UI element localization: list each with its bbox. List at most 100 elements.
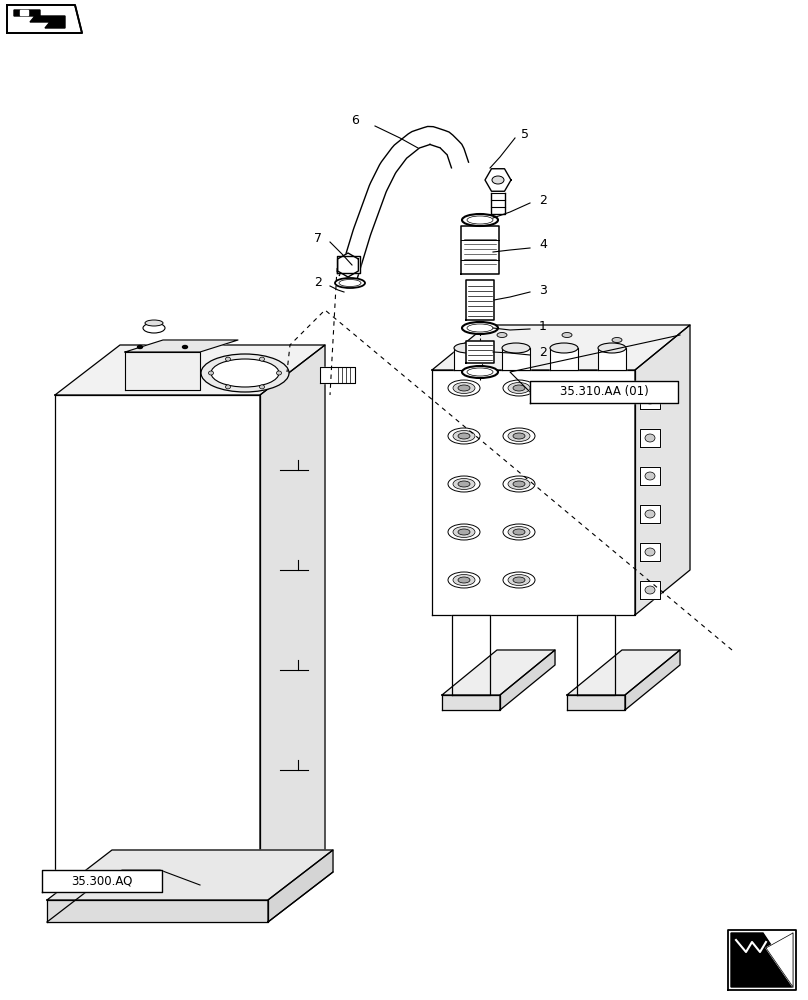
Ellipse shape	[503, 476, 535, 492]
Polygon shape	[42, 870, 162, 892]
Ellipse shape	[448, 572, 480, 588]
Ellipse shape	[598, 343, 626, 353]
Polygon shape	[466, 341, 494, 363]
Ellipse shape	[508, 430, 530, 442]
Ellipse shape	[645, 434, 655, 442]
Ellipse shape	[225, 385, 230, 389]
Ellipse shape	[645, 472, 655, 480]
Ellipse shape	[550, 343, 578, 353]
Ellipse shape	[513, 481, 525, 487]
Ellipse shape	[225, 357, 230, 361]
Polygon shape	[466, 280, 494, 320]
Polygon shape	[550, 348, 578, 370]
Polygon shape	[491, 193, 505, 214]
Text: 2: 2	[539, 346, 547, 359]
Ellipse shape	[462, 366, 498, 378]
Ellipse shape	[458, 481, 470, 487]
Polygon shape	[454, 348, 482, 370]
Text: 4: 4	[539, 238, 547, 251]
Polygon shape	[125, 352, 200, 390]
Polygon shape	[55, 345, 325, 395]
Ellipse shape	[458, 385, 470, 391]
Ellipse shape	[448, 524, 480, 540]
Polygon shape	[731, 933, 793, 987]
Ellipse shape	[513, 529, 525, 535]
Polygon shape	[260, 345, 325, 900]
Ellipse shape	[462, 214, 498, 226]
Text: 5: 5	[521, 128, 529, 141]
Ellipse shape	[143, 323, 165, 333]
Polygon shape	[567, 650, 680, 695]
Polygon shape	[461, 226, 499, 274]
Polygon shape	[337, 256, 360, 273]
Ellipse shape	[335, 278, 365, 288]
Ellipse shape	[259, 385, 264, 389]
Polygon shape	[452, 615, 490, 695]
Ellipse shape	[458, 577, 470, 583]
Ellipse shape	[503, 428, 535, 444]
Polygon shape	[640, 391, 660, 409]
Ellipse shape	[513, 385, 525, 391]
Ellipse shape	[503, 572, 535, 588]
Text: 2: 2	[539, 194, 547, 207]
Polygon shape	[47, 850, 333, 900]
Ellipse shape	[211, 359, 279, 387]
Ellipse shape	[448, 380, 480, 396]
Ellipse shape	[453, 479, 475, 489]
Ellipse shape	[339, 279, 361, 286]
Text: 6: 6	[351, 113, 359, 126]
Polygon shape	[14, 10, 65, 28]
Polygon shape	[432, 370, 635, 615]
Text: 3: 3	[539, 284, 547, 296]
Ellipse shape	[458, 433, 470, 439]
Ellipse shape	[508, 574, 530, 585]
Ellipse shape	[497, 332, 507, 338]
Polygon shape	[567, 695, 625, 710]
Ellipse shape	[137, 346, 142, 349]
Ellipse shape	[453, 430, 475, 442]
Ellipse shape	[453, 382, 475, 393]
Text: 35.300.AQ: 35.300.AQ	[71, 874, 133, 888]
Ellipse shape	[503, 524, 535, 540]
Polygon shape	[640, 543, 660, 561]
Text: 7: 7	[314, 232, 322, 244]
Ellipse shape	[183, 346, 187, 349]
Ellipse shape	[645, 548, 655, 556]
Polygon shape	[20, 10, 28, 15]
Ellipse shape	[513, 433, 525, 439]
Ellipse shape	[453, 574, 475, 585]
Ellipse shape	[612, 338, 622, 342]
Polygon shape	[640, 467, 660, 485]
Ellipse shape	[562, 332, 572, 338]
Ellipse shape	[454, 343, 482, 353]
Ellipse shape	[448, 476, 480, 492]
Polygon shape	[598, 348, 626, 370]
Ellipse shape	[645, 510, 655, 518]
Polygon shape	[635, 325, 690, 615]
Polygon shape	[640, 505, 660, 523]
Ellipse shape	[508, 382, 530, 393]
Polygon shape	[432, 325, 690, 370]
Polygon shape	[640, 581, 660, 599]
Polygon shape	[55, 395, 260, 900]
Polygon shape	[47, 900, 268, 922]
Polygon shape	[530, 381, 678, 403]
Ellipse shape	[513, 577, 525, 583]
Polygon shape	[502, 348, 530, 370]
Ellipse shape	[492, 176, 504, 184]
Ellipse shape	[508, 479, 530, 489]
Polygon shape	[500, 650, 555, 710]
Polygon shape	[320, 367, 355, 383]
Ellipse shape	[645, 396, 655, 404]
Polygon shape	[625, 650, 680, 710]
Ellipse shape	[508, 526, 530, 538]
Ellipse shape	[208, 371, 213, 375]
Ellipse shape	[462, 322, 498, 334]
Ellipse shape	[645, 586, 655, 594]
Polygon shape	[125, 340, 238, 352]
Ellipse shape	[201, 354, 289, 392]
Ellipse shape	[502, 343, 530, 353]
Ellipse shape	[467, 368, 493, 376]
Text: 1: 1	[539, 320, 547, 332]
Polygon shape	[442, 650, 555, 695]
